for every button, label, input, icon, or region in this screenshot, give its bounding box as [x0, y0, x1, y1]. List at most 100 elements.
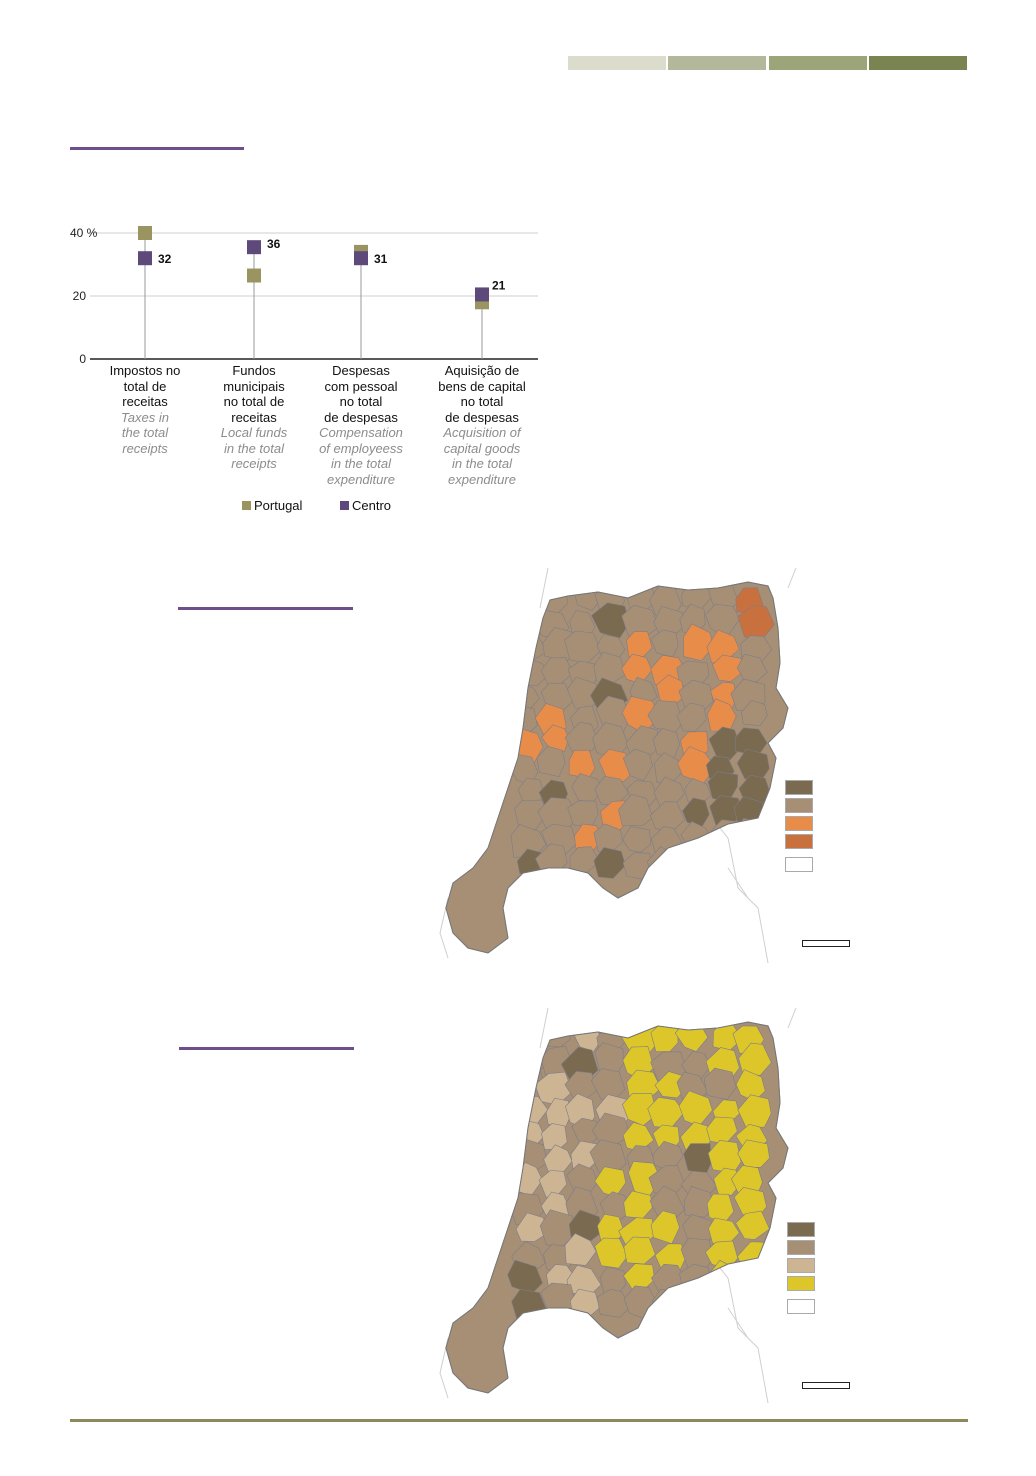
category-label-3: Aquisição de bens de capital no total de…	[422, 363, 542, 487]
region-border	[445, 1021, 789, 1394]
category-label-en-3: Acquisition of capital goods in the tota…	[443, 425, 521, 487]
category-label-pt-3: Aquisição de bens de capital no total de…	[438, 363, 526, 425]
legend-centro: Centro	[340, 498, 391, 513]
marker-centro-1	[247, 240, 261, 255]
municipality	[623, 1236, 656, 1265]
legend-box-4	[785, 857, 813, 872]
marker-centro-0	[138, 251, 152, 266]
municipality	[708, 726, 742, 761]
municipality	[596, 1288, 631, 1318]
legend-box-3	[785, 834, 813, 849]
municipality	[622, 826, 652, 853]
municipality	[737, 1094, 772, 1129]
marker-portugal-0	[138, 226, 152, 240]
municipality	[735, 818, 770, 855]
data-label-centro-2: 31	[374, 252, 388, 266]
municipality	[598, 748, 633, 782]
category-label-0: Impostos no total de receitas Taxes in th…	[85, 363, 205, 456]
municipality	[707, 843, 743, 873]
header-bar-3	[769, 56, 867, 70]
legend-box-1	[785, 798, 813, 813]
municipality	[676, 702, 707, 732]
legend-box-0	[787, 1222, 815, 1237]
municipality	[741, 700, 768, 727]
border-line	[539, 568, 797, 963]
category-label-pt-1: Fundos municipais no total de receitas	[223, 363, 285, 425]
municipality	[540, 1282, 576, 1316]
data-label-centro-1: 36	[267, 237, 281, 251]
municipality	[591, 602, 631, 639]
municipality	[516, 586, 544, 618]
municipality	[541, 724, 570, 753]
legend-box-0	[785, 780, 813, 795]
municipality	[594, 1237, 628, 1269]
marker-centro-2	[354, 251, 368, 266]
map1-legend	[785, 780, 813, 875]
y-tick-label-20: 20	[73, 289, 87, 303]
data-label-centro-0: 32	[158, 252, 172, 266]
chart-title-rule	[70, 147, 244, 150]
municipality	[737, 1139, 770, 1168]
marker-centro-3	[475, 287, 489, 302]
coast-line	[439, 897, 449, 959]
category-label-1: Fundos municipais no total de receitas Lo…	[194, 363, 314, 472]
legend-box-3	[787, 1276, 815, 1291]
municipality	[738, 1042, 772, 1076]
municipality	[703, 1067, 737, 1100]
header-bar-1	[568, 56, 666, 70]
legend-label-portugal: Portugal	[254, 498, 303, 513]
y-tick-label-40: 40 %	[70, 226, 98, 240]
dot-chart: 0 20 40 % 32 36 31 21	[70, 226, 538, 366]
municipality	[545, 1097, 571, 1128]
category-label-2: Despesas com pessoal no total de despesa…	[301, 363, 421, 487]
municipality	[536, 745, 566, 778]
municipality	[515, 1212, 548, 1242]
category-label-en-1: Local funds in the total receipts	[220, 425, 288, 471]
municipality	[593, 847, 626, 879]
municipality	[510, 1022, 546, 1053]
data-label-centro-3: 21	[492, 278, 506, 292]
border-line	[539, 1008, 797, 1403]
municipality	[683, 623, 714, 662]
municipality	[713, 1167, 742, 1196]
legend-box-4	[787, 1299, 815, 1314]
map1-scale-bar	[802, 940, 850, 947]
municipality	[733, 1281, 769, 1315]
legend-label-centro: Centro	[352, 498, 392, 513]
municipality	[512, 607, 540, 634]
municipality	[678, 848, 708, 877]
municipality	[735, 1210, 770, 1240]
footer-rule	[70, 1419, 968, 1422]
category-label-pt-2: Despesas com pessoal no total de despesa…	[324, 363, 398, 425]
legend-swatch-portugal	[242, 501, 251, 510]
map2-title-rule	[179, 1047, 354, 1050]
map-2	[439, 1008, 797, 1403]
region-border	[445, 581, 789, 954]
legend-box-1	[787, 1240, 815, 1255]
municipality	[739, 1263, 766, 1294]
map2-legend	[787, 1222, 815, 1317]
municipality	[683, 1143, 712, 1175]
legend-box-2	[785, 816, 813, 831]
category-label-en-2: Compensation of employeess in the total …	[319, 425, 403, 487]
municipality	[622, 748, 653, 781]
header-bar-4	[869, 56, 967, 70]
legend-box-2	[787, 1258, 815, 1273]
municipality	[514, 799, 547, 830]
municipality	[712, 654, 746, 682]
municipalities	[506, 582, 775, 881]
municipality	[564, 1233, 597, 1266]
category-label-pt-0: Impostos no total de receitas	[109, 363, 181, 409]
map-1	[439, 568, 797, 963]
legend-swatch-centro	[340, 501, 349, 510]
header-bar-2	[668, 56, 766, 70]
municipality	[618, 793, 654, 826]
municipality	[677, 1287, 710, 1318]
map2-scale-bar	[802, 1382, 850, 1389]
y-tick-label-0: 0	[79, 352, 86, 366]
municipality	[731, 844, 767, 879]
legend-portugal: Portugal	[242, 498, 302, 513]
municipality	[683, 1185, 716, 1218]
municipality	[736, 653, 768, 683]
category-label-en-0: Taxes in the total receipts	[121, 409, 169, 456]
